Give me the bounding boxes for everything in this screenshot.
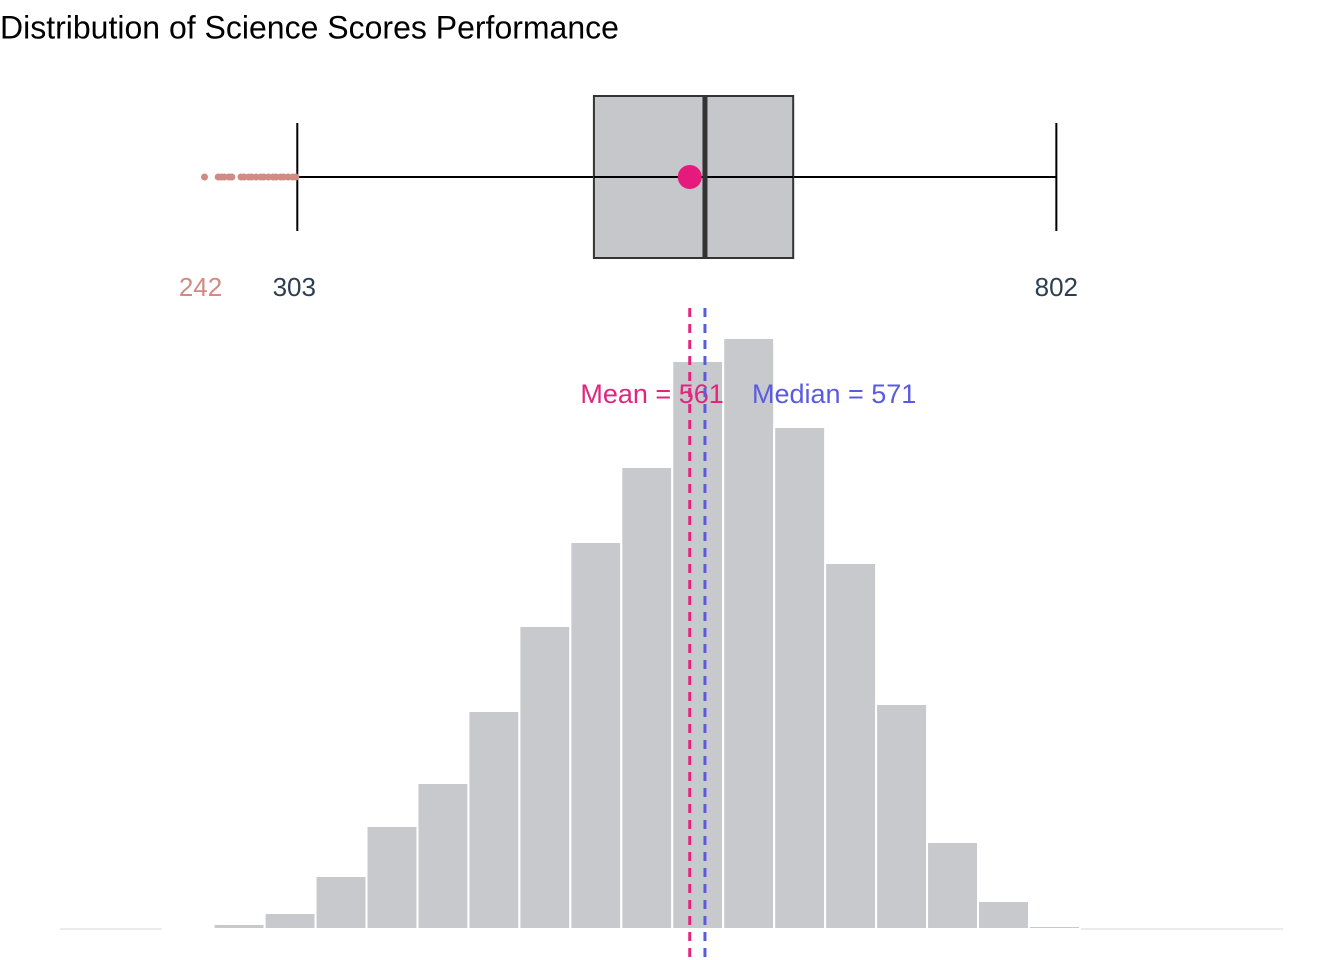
histogram-bar	[467, 710, 521, 930]
mean-point	[677, 165, 702, 189]
histogram-bar	[518, 625, 572, 930]
histogram-bar	[365, 825, 419, 930]
histogram-bar	[671, 360, 725, 930]
chart-title: Distribution of Science Scores Performan…	[0, 9, 619, 45]
histogram-bar	[824, 562, 878, 930]
histogram-bar	[773, 426, 827, 930]
outlier	[228, 173, 236, 181]
whisker-label: 802	[1035, 272, 1078, 302]
reference-label: Median = 571	[752, 379, 916, 409]
reference-label: Mean = 561	[580, 379, 723, 409]
outlier	[201, 173, 209, 181]
histogram-bar	[926, 841, 980, 930]
histogram-bar	[314, 875, 368, 930]
histogram-bar	[875, 703, 929, 930]
outlier	[292, 173, 300, 181]
outlier-label: 242	[179, 272, 222, 302]
histogram-bar	[212, 923, 266, 930]
histogram-bar	[569, 541, 623, 930]
histogram-bar	[1027, 925, 1081, 930]
histogram-bar	[722, 337, 776, 930]
histogram-bar	[416, 782, 470, 930]
histogram-bar	[977, 900, 1030, 930]
histogram-bar	[263, 912, 317, 930]
histogram-bar	[161, 927, 215, 930]
whisker-label: 303	[273, 272, 316, 302]
histogram-bar	[620, 466, 674, 930]
